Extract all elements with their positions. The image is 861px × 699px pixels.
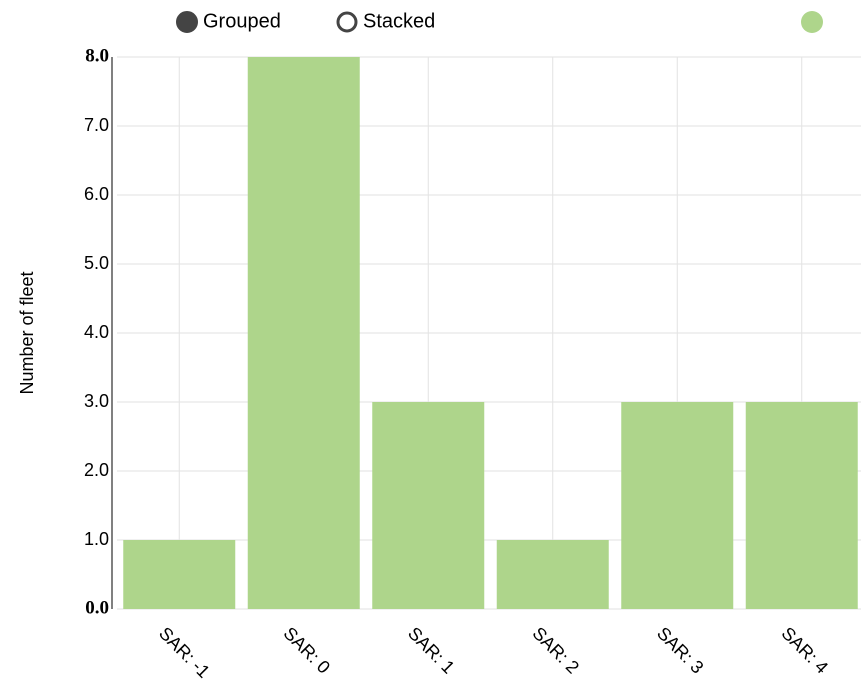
bar: [372, 402, 485, 609]
y-tick-label: 5.0: [84, 253, 109, 273]
control-dot[interactable]: [336, 11, 358, 33]
legend-dot: [801, 11, 823, 33]
y-tick-label: 3.0: [84, 391, 109, 411]
bar: [621, 402, 734, 609]
x-tick-label: SAR: 2: [529, 623, 583, 677]
y-tick-label: 4.0: [84, 322, 109, 342]
bar: [745, 402, 858, 609]
x-tick-label: SAR: 3: [653, 623, 707, 677]
x-tick-label: SAR: 4: [778, 623, 832, 677]
y-tick-label: 6.0: [84, 184, 109, 204]
y-tick-label: 2.0: [84, 460, 109, 480]
y-tick-label: 8.0: [85, 45, 109, 66]
x-tick-label: SAR: 1: [404, 623, 458, 677]
x-tick-label: SAR: -1: [155, 623, 214, 682]
control-stacked[interactable]: Stacked: [336, 10, 435, 33]
control-grouped[interactable]: Grouped: [176, 10, 281, 33]
control-dot[interactable]: [176, 11, 198, 33]
x-tick-label: SAR: 0: [280, 623, 334, 677]
y-tick-label: 1.0: [84, 529, 109, 549]
y-tick-label: 7.0: [84, 115, 109, 135]
control-label[interactable]: Grouped: [203, 10, 281, 32]
control-label[interactable]: Stacked: [363, 10, 435, 32]
bar: [247, 57, 360, 609]
bar: [496, 540, 609, 609]
y-tick-label: 0.0: [85, 597, 109, 618]
bar: [123, 540, 236, 609]
y-axis-label: Number of fleet: [17, 271, 37, 394]
